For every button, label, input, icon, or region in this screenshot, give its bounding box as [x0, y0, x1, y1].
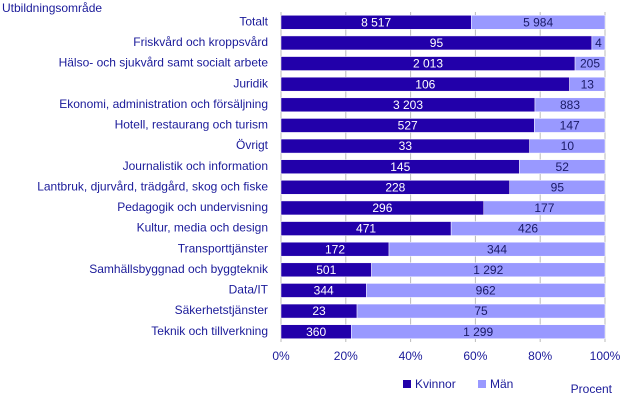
- bar-segment: [574, 56, 606, 71]
- y-tick-label: Friskvård och kroppsvård: [133, 35, 268, 49]
- y-tick-label: Transporttjänster: [178, 241, 268, 255]
- data-label: 4: [595, 36, 602, 50]
- bar-segment: [529, 138, 606, 154]
- data-label: 962: [476, 284, 496, 298]
- x-tick-label: 80%: [528, 349, 552, 363]
- y-tick-label: Data/IT: [229, 283, 269, 297]
- legend-swatch: [403, 380, 411, 388]
- y-tick-label: Säkerhetstjänster: [175, 303, 268, 317]
- data-label: 471: [356, 222, 376, 236]
- data-label: 10: [561, 139, 575, 153]
- y-tick-label: Hotell, restaurang och turism: [115, 118, 268, 132]
- data-label: 883: [560, 98, 580, 112]
- bar-segment: [569, 76, 606, 92]
- x-tick-label: 20%: [334, 349, 358, 363]
- data-label: 147: [560, 119, 580, 133]
- data-label: 1 292: [473, 263, 503, 277]
- data-label: 501: [316, 263, 336, 277]
- y-tick-label: Teknik och tillverkning: [151, 324, 268, 338]
- bar-segment: [366, 283, 606, 298]
- data-label: 1 299: [463, 325, 493, 339]
- data-label: 172: [325, 242, 345, 256]
- data-label: 344: [487, 242, 507, 256]
- data-label: 3 203: [393, 98, 423, 112]
- data-label: 228: [385, 180, 405, 194]
- data-label: 527: [398, 119, 418, 133]
- legend-label: Män: [490, 377, 513, 391]
- data-label: 205: [580, 57, 600, 71]
- bar-segment: [534, 118, 606, 133]
- x-axis-title: Procent: [571, 382, 613, 396]
- y-tick-label: Samhällsbyggnad och byggteknik: [89, 262, 269, 276]
- y-tick-label: Övrigt: [236, 138, 269, 152]
- legend-swatch: [478, 380, 486, 388]
- bar-segment: [509, 180, 606, 195]
- bar-segment: [483, 200, 606, 216]
- bar-segment: [371, 262, 606, 278]
- data-label: 2 013: [413, 57, 443, 71]
- y-tick-label: Ekonomi, administration och försäljning: [59, 97, 268, 111]
- y-tick-label: Lantbruk, djurvård, trädgård, skog och f…: [37, 179, 268, 193]
- bar-segment: [356, 303, 606, 319]
- x-tick-label: 40%: [399, 349, 423, 363]
- data-label: 177: [534, 201, 554, 215]
- legend-label: Kvinnor: [415, 377, 456, 391]
- x-tick-label: 0%: [272, 349, 290, 363]
- data-label: 23: [312, 304, 326, 318]
- data-label: 426: [518, 222, 538, 236]
- y-tick-label: Kultur, media och design: [137, 221, 268, 235]
- x-tick-label: 100%: [590, 349, 621, 363]
- data-label: 5 984: [523, 15, 553, 29]
- y-tick-label: Pedagogik och undervisning: [117, 200, 268, 214]
- bar-segment: [471, 15, 606, 30]
- y-tick-label: Juridik: [233, 76, 269, 90]
- data-label: 95: [430, 36, 444, 50]
- bar-segment: [450, 221, 606, 236]
- data-label: 344: [314, 284, 334, 298]
- data-label: 33: [399, 139, 413, 153]
- data-label: 8 517: [361, 15, 391, 29]
- data-label: 13: [581, 77, 595, 91]
- data-label: 145: [390, 160, 410, 174]
- y-tick-label: Journalistik och information: [123, 159, 268, 173]
- y-tick-label: Totalt: [239, 14, 268, 28]
- y-tick-label: Hälso- och sjukvård samt socialt arbete: [59, 56, 269, 70]
- bar-segment: [388, 241, 606, 257]
- bar-segment: [351, 324, 606, 339]
- data-label: 52: [556, 160, 570, 174]
- data-label: 296: [372, 201, 392, 215]
- data-label: 95: [551, 180, 565, 194]
- data-label: 106: [415, 77, 435, 91]
- data-label: 75: [474, 304, 488, 318]
- x-tick-label: 60%: [463, 349, 487, 363]
- y-axis-title: Utbildningsområde: [2, 1, 102, 15]
- bar-segment: [519, 159, 606, 174]
- data-label: 360: [306, 325, 326, 339]
- bar-segment: [591, 35, 606, 51]
- bar-segment: [534, 97, 606, 113]
